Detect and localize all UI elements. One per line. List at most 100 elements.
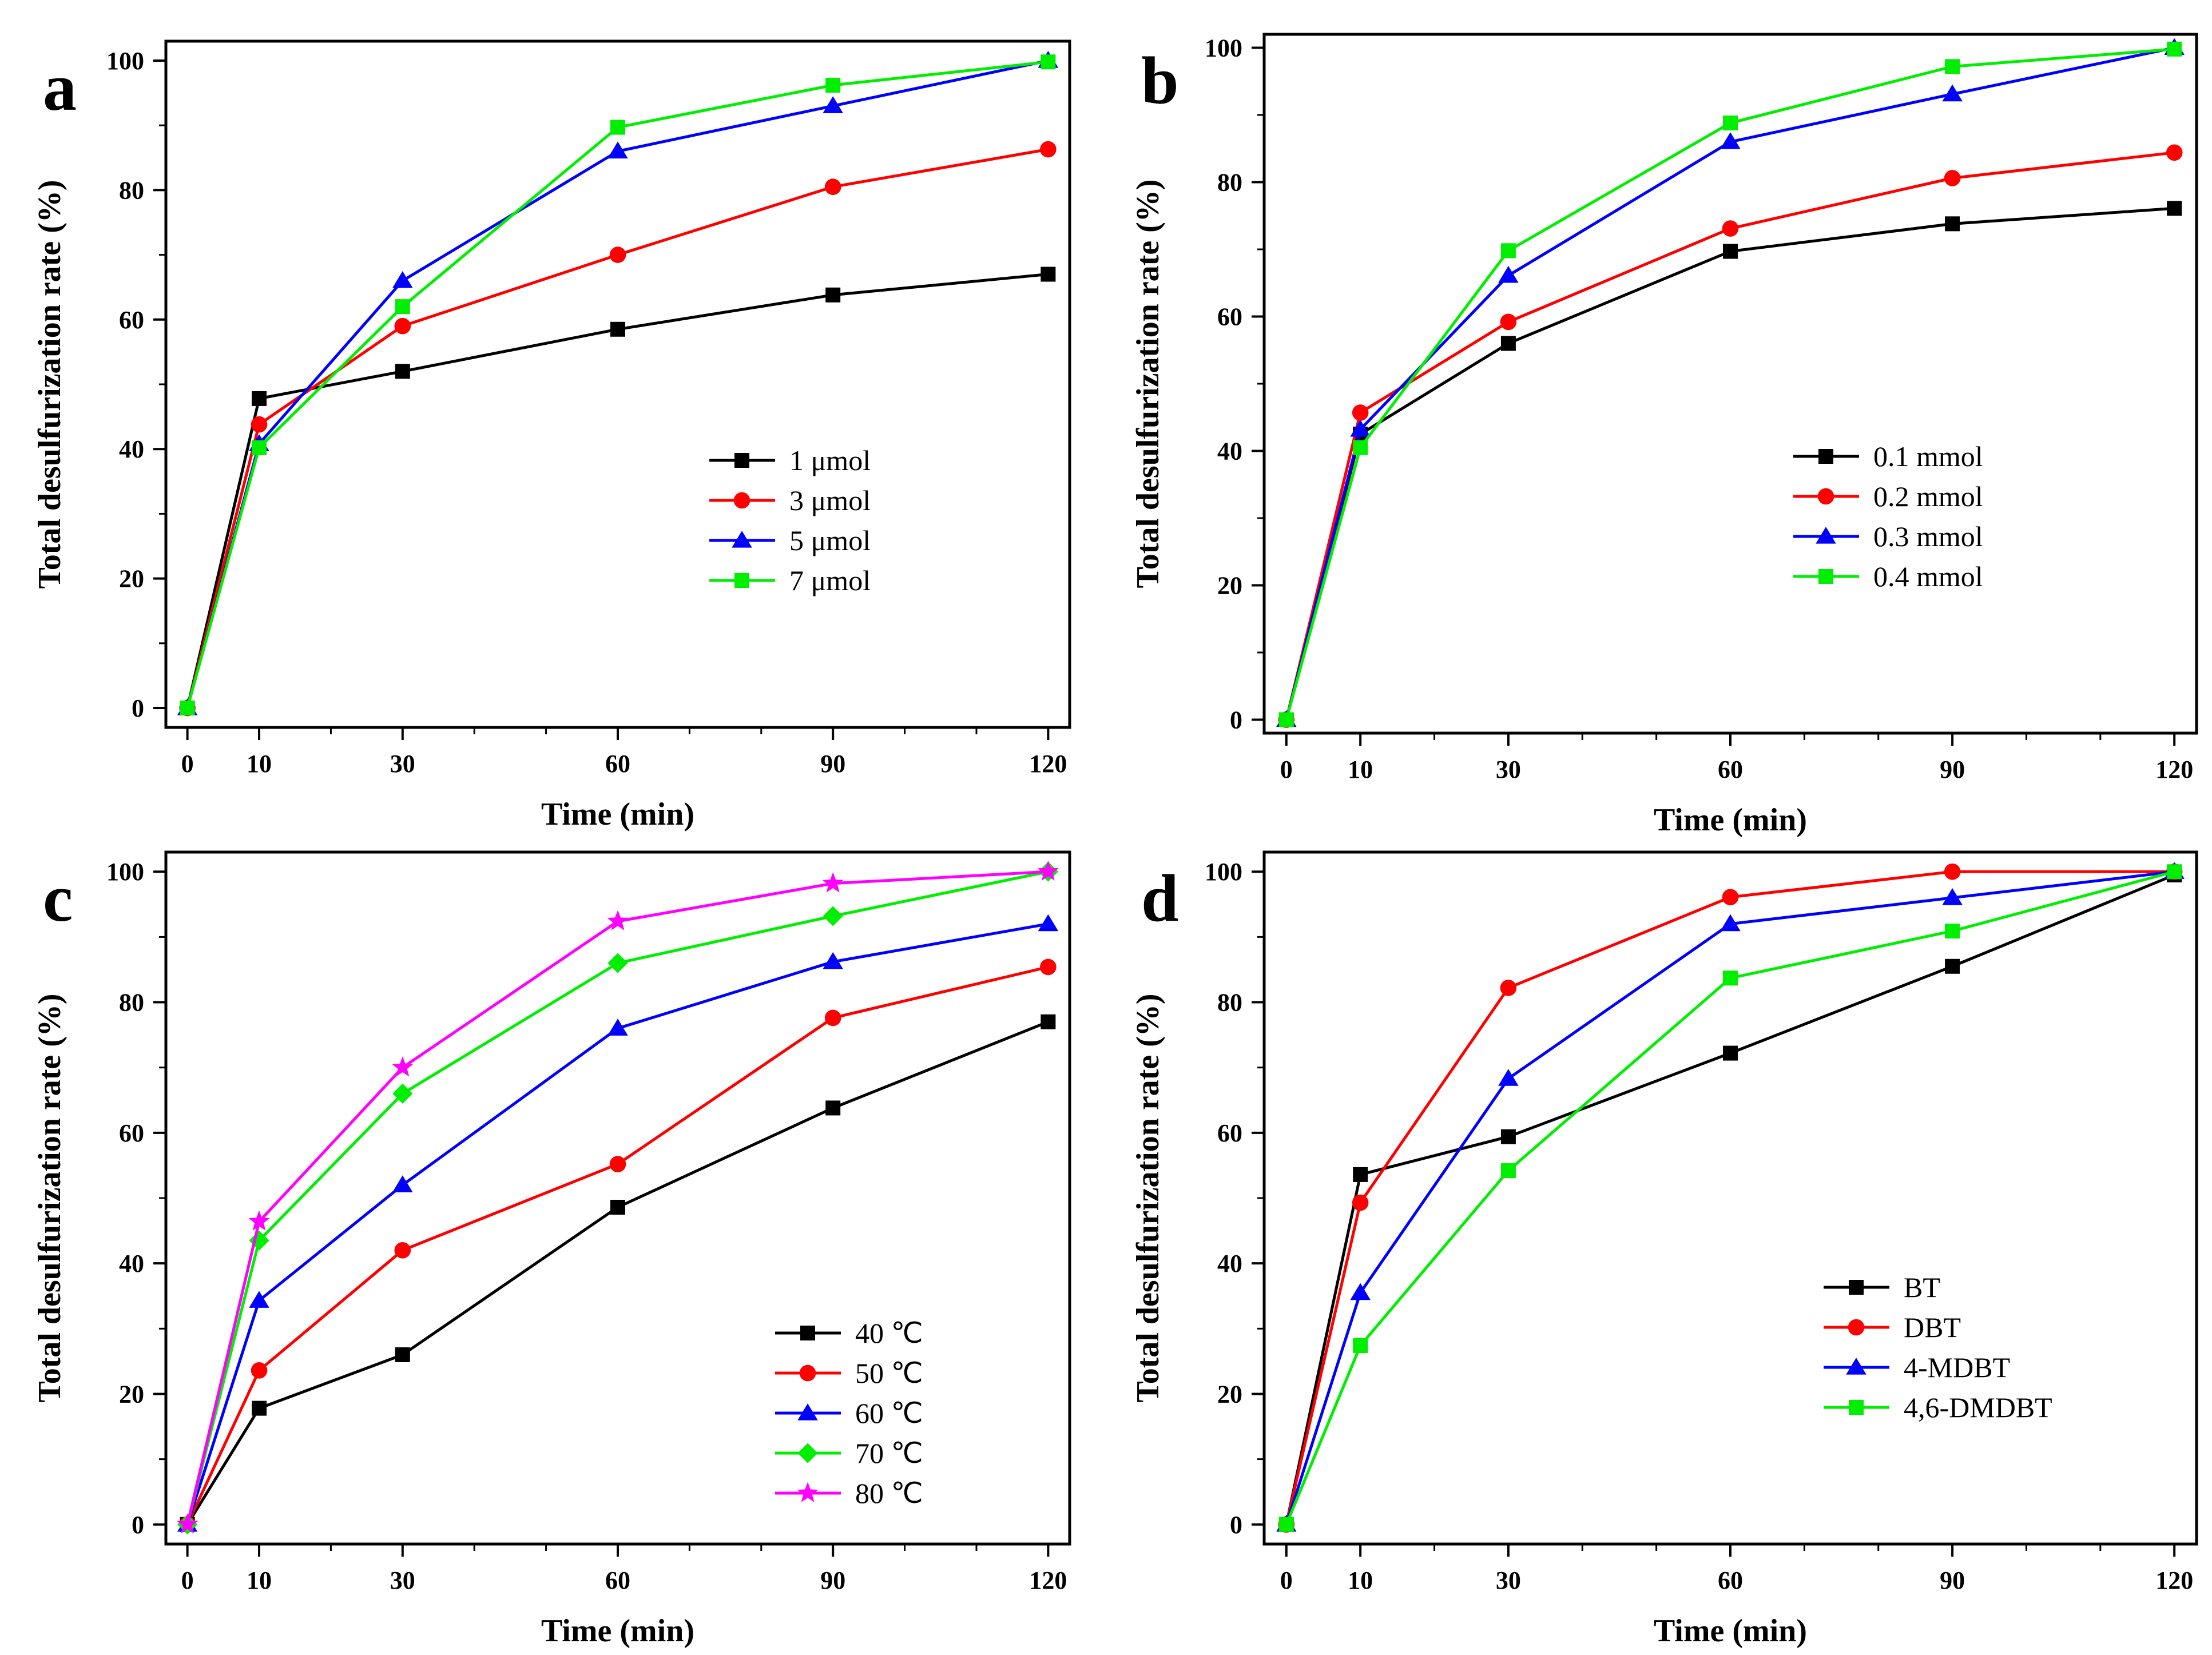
x-tick-label: 90 <box>1940 755 1965 783</box>
data-point <box>823 96 843 113</box>
data-point <box>248 1210 270 1231</box>
legend-label: DBT <box>1904 1311 1961 1343</box>
y-tick-label: 40 <box>1217 437 1242 466</box>
legend-label: 60 ℃ <box>855 1397 923 1429</box>
x-axis-title: Time (min) <box>1654 1613 1807 1649</box>
y-tick-label: 60 <box>1217 1119 1242 1147</box>
series-line <box>186 1020 1049 1526</box>
series-line <box>1285 870 2175 1525</box>
legend-label: 50 ℃ <box>855 1357 923 1389</box>
data-point <box>1722 220 1739 237</box>
legend-label: 0.3 mmol <box>1873 520 1983 552</box>
data-point <box>2167 864 2182 880</box>
data-point <box>1353 440 1368 455</box>
data-point <box>607 1019 628 1036</box>
y-tick-label: 0 <box>1230 1511 1242 1539</box>
x-tick-label: 90 <box>1940 1566 1965 1594</box>
x-axis-title: Time (min) <box>1654 802 1807 838</box>
series-line <box>1285 46 2175 721</box>
data-point <box>1353 1167 1368 1182</box>
data-point <box>1500 313 1517 331</box>
data-point <box>392 1175 413 1192</box>
data-point <box>607 953 628 973</box>
series-0 <box>1278 201 2182 727</box>
legend-marker <box>734 573 749 588</box>
y-tick-label: 20 <box>1217 1380 1242 1408</box>
series-1 <box>179 141 1057 717</box>
data-point <box>1350 420 1371 437</box>
data-point <box>1040 958 1057 976</box>
data-point <box>1723 116 1738 131</box>
y-tick-label: 20 <box>119 565 144 593</box>
series-line <box>1285 151 2175 721</box>
x-tick-label: 0 <box>1280 755 1293 783</box>
data-point <box>823 906 843 926</box>
data-point <box>1041 1014 1056 1029</box>
data-point <box>1723 970 1738 986</box>
data-point <box>1500 243 1516 258</box>
data-point <box>610 321 625 337</box>
legend-marker <box>734 453 749 468</box>
data-point <box>1500 336 1516 351</box>
data-point <box>252 1401 267 1416</box>
panel-b: 0 10 30 60 90 120 0 20 40 60 80 100 Time (min) Total … <box>1130 33 2198 838</box>
y-tick-label: 80 <box>1217 169 1242 197</box>
data-point <box>2166 144 2183 161</box>
y-tick-label: 60 <box>1217 303 1242 331</box>
panel-letter: b <box>1141 43 1179 118</box>
data-point <box>610 120 625 135</box>
x-tick-label: 0 <box>1280 1566 1293 1594</box>
data-point <box>1353 1338 1368 1353</box>
data-point <box>252 440 267 455</box>
plot-frame <box>1262 850 2198 1546</box>
legend-marker <box>797 1443 818 1463</box>
legend-marker <box>1816 527 1836 544</box>
y-tick-label: 40 <box>119 1250 144 1278</box>
y-tick-label: 20 <box>1217 572 1242 600</box>
legend: 0.1 mmol 0.2 mmol 0.3 mmol 0.4 mmol <box>1793 440 1983 592</box>
data-point <box>1500 1129 1516 1144</box>
legend-label: 70 ℃ <box>855 1437 923 1469</box>
data-point <box>825 77 841 93</box>
y-axis-title: Total desulfurization rate (%) <box>1130 180 1166 588</box>
legend-label: 4-MDBT <box>1904 1351 2010 1383</box>
x-tick-label: 10 <box>1348 755 1373 783</box>
data-point <box>1945 216 1960 232</box>
legend-marker <box>799 1364 816 1382</box>
panel-a: 0 10 30 60 90 120 0 20 40 60 80 100 Time (min) Total … <box>32 39 1071 832</box>
x-tick-label: 0 <box>181 1566 194 1594</box>
legend-marker <box>1817 488 1834 505</box>
series-line <box>186 148 1049 709</box>
x-tick-label: 120 <box>2155 755 2193 783</box>
data-point <box>1041 54 1056 70</box>
legend-marker <box>797 1482 819 1502</box>
x-tick-label: 60 <box>1718 1566 1743 1594</box>
data-point <box>609 1156 626 1172</box>
data-point <box>2167 41 2182 57</box>
data-point <box>1945 958 1960 974</box>
series-line <box>186 60 1049 709</box>
series-line <box>186 922 1049 1525</box>
panel-c: 0 10 30 60 90 120 0 20 40 60 80 100 Time (min) Total … <box>32 850 1071 1649</box>
y-axis-title: Total desulfurization rate (%) <box>32 180 67 589</box>
legend-marker <box>1848 1319 1865 1336</box>
x-tick-label: 30 <box>1496 755 1521 783</box>
legend-marker <box>797 1403 818 1421</box>
data-point <box>395 364 410 379</box>
x-tick-label: 0 <box>181 750 194 778</box>
legend-marker <box>1818 569 1833 584</box>
legend-label: 0.2 mmol <box>1873 480 1983 512</box>
legend-marker <box>1818 449 1833 464</box>
data-point <box>392 1083 413 1104</box>
data-point <box>607 910 629 930</box>
data-point <box>823 952 843 969</box>
series-4 <box>177 860 1059 1534</box>
legend-label: 4,6-DMDBT <box>1904 1391 2052 1423</box>
x-tick-label: 30 <box>390 1566 415 1594</box>
data-point <box>395 1347 410 1362</box>
data-point <box>1944 863 1961 880</box>
legend-marker <box>800 1326 815 1340</box>
y-tick-label: 80 <box>1217 989 1242 1017</box>
data-point <box>1942 84 1963 102</box>
data-point <box>394 317 411 335</box>
